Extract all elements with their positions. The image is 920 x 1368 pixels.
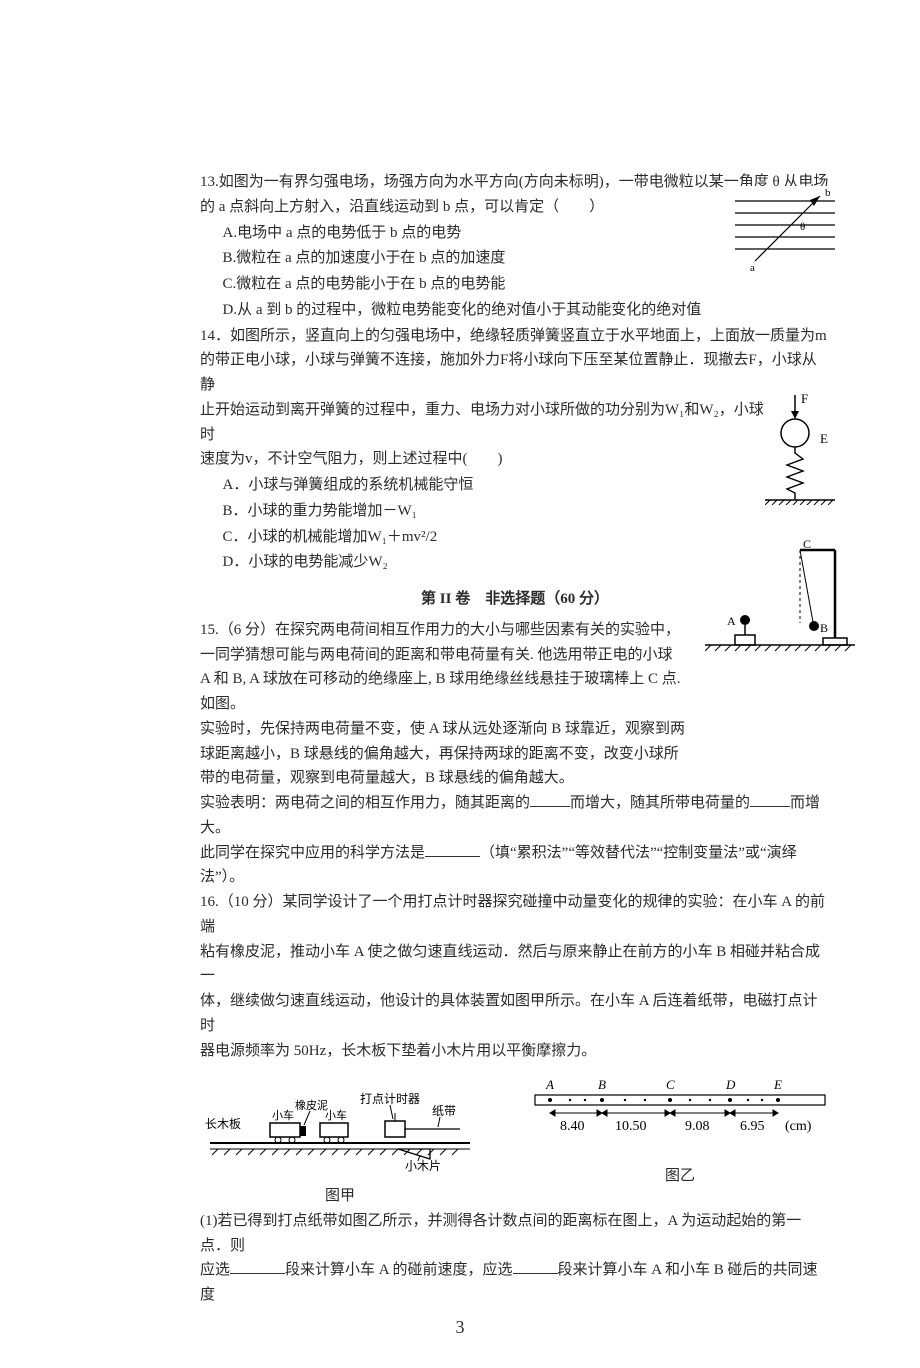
svg-text:6.95: 6.95 — [740, 1119, 765, 1134]
svg-text:小车: 小车 — [272, 1108, 294, 1122]
q16-figB-caption: 图乙 — [530, 1164, 830, 1189]
q15-method-pre: 此同学在探究中应用的科学方法是 — [200, 845, 425, 861]
q16-stem-line2: 粘有橡皮泥，推动小车 A 使之做匀速直线运动．然后与原来静止在前方的小车 B 相… — [200, 940, 830, 990]
q16-sub1-mid: 段来计算小车 A 的碰前速度，应选 — [285, 1262, 513, 1278]
q14-option-a: A．小球与弹簧组成的系统机械能守恒 — [200, 473, 830, 498]
q15-method-l2: 法”）。 — [200, 865, 830, 890]
q14-stem-line4: 速度为v，不计空气阻力，则上述过程中( ) — [200, 447, 830, 472]
svg-text:A: A — [545, 1077, 554, 1092]
svg-text:C: C — [803, 540, 811, 551]
q14-option-b: B．小球的重力势能增加－W₁ — [200, 499, 830, 524]
q16-figure-b: A B C D E 8.40 10.50 9.08 6.95 (cm) — [530, 1073, 830, 1209]
q16-blank-2 — [513, 1258, 558, 1274]
q16-blank-1 — [230, 1258, 285, 1274]
svg-text:10.50: 10.50 — [615, 1119, 647, 1134]
q15-conclusion-l2: 大。 — [200, 816, 830, 841]
svg-text:8.40: 8.40 — [560, 1119, 585, 1134]
q16-stem-line4: 器电源频率为 50Hz，长木板下垫着小木片用以平衡摩擦力。 — [200, 1039, 830, 1064]
q13-figure: a b θ — [730, 186, 840, 276]
q15-blank-1 — [530, 791, 570, 807]
q16-stem-line3: 体，继续做匀速直线运动，他设计的具体装置如图甲所示。在小车 A 后连着纸带，电磁… — [200, 989, 830, 1039]
svg-text:小车: 小车 — [325, 1108, 347, 1122]
q15-method-post: （填“累积法”“等效替代法”“控制变量法”或“演绎 — [480, 845, 797, 861]
svg-text:E: E — [820, 431, 828, 446]
svg-text:B: B — [598, 1077, 606, 1092]
svg-text:小木片: 小木片 — [405, 1159, 441, 1173]
q15-blank-3 — [425, 841, 480, 857]
q16-sub1-pre: 应选 — [200, 1262, 230, 1278]
svg-text:C: C — [666, 1077, 675, 1092]
svg-text:(cm): (cm) — [785, 1119, 812, 1134]
q14-stem-line2: 的带正电小球，小球与弹簧不连接，施加外力F将小球向下压至某位置静止．现撤去F，小… — [200, 348, 830, 398]
svg-text:θ: θ — [800, 221, 805, 233]
q16-stem-line1: 16.（10 分）某同学设计了一个用打点计时器探究碰撞中动量变化的规律的实验：在… — [200, 890, 830, 940]
q15-concl-post: 而增 — [790, 795, 820, 811]
q16-sub1-line1: (1)若已得到打点纸带如图乙所示，并测得各计数点间的距离标在图上，A 为运动起始… — [200, 1209, 830, 1259]
q15-stem-line6: 球距离越小，B 球悬线的偏角越大，再保持两球的距离不变，改变小球所 — [200, 742, 830, 767]
svg-text:长木板: 长木板 — [205, 1117, 241, 1131]
svg-text:A: A — [727, 614, 736, 628]
q16-figure-a: 长木板 小车 橡皮泥 小车 打点计时器 纸带 小木片 图甲 — [200, 1073, 480, 1209]
q15-conclusion: 实验表明：两电荷之间的相互作用力，随其距离的 而增大，随其所带电荷量的 而增 — [200, 791, 830, 816]
q14-stem-line3: 止开始运动到离开弹簧的过程中，重力、电场力对小球所做的功分别为W₁和W₂，小球离… — [200, 398, 830, 448]
q16-sub1-line2: 应选段来计算小车 A 的碰前速度，应选段来计算小车 A 和小车 B 碰后的共同速… — [200, 1258, 830, 1308]
svg-text:纸带: 纸带 — [432, 1104, 456, 1118]
svg-text:F: F — [801, 391, 808, 406]
q15-stem-line3: A 和 B, A 球放在可移动的绝缘座上, B 球用绝缘丝线悬挂于玻璃棒上 C … — [200, 667, 830, 692]
svg-text:9.08: 9.08 — [685, 1119, 710, 1134]
svg-text:打点计时器: 打点计时器 — [360, 1092, 420, 1106]
q15-concl-mid: 而增大，随其所带电荷量的 — [570, 795, 750, 811]
q14-stem-line1: 14．如图所示，竖直向上的匀强电场中，绝缘轻质弹簧竖直立于水平地面上，上面放一质… — [200, 324, 830, 349]
svg-text:b: b — [825, 187, 831, 199]
svg-text:橡皮泥: 橡皮泥 — [295, 1099, 328, 1112]
q15-concl-pre: 实验表明：两电荷之间的相互作用力，随其距离的 — [200, 795, 530, 811]
q15-stem-line4: 如图。 — [200, 692, 830, 717]
q15-stem-line7: 带的电荷量，观察到电荷量越大，B 球悬线的偏角越大。 — [200, 766, 830, 791]
exam-page: 13.如图为一有界匀强电场，场强方向为水平方向(方向未标明)，一带电微粒以某一角… — [0, 0, 920, 1368]
page-number: 3 — [0, 1313, 920, 1343]
q14-figure: F E — [765, 375, 835, 505]
q15-figure: A B C — [705, 540, 855, 660]
svg-text:D: D — [725, 1077, 736, 1092]
q16-figure-row: 长木板 小车 橡皮泥 小车 打点计时器 纸带 小木片 图甲 — [200, 1073, 830, 1209]
q15-method: 此同学在探究中应用的科学方法是 （填“累积法”“等效替代法”“控制变量法”或“演绎 — [200, 841, 830, 866]
q13-option-d: D.从 a 到 b 的过程中，微粒电势能变化的绝对值小于其动能变化的绝对值 — [200, 298, 830, 323]
q15-blank-2 — [750, 791, 790, 807]
svg-text:a: a — [750, 262, 755, 274]
svg-text:B: B — [820, 621, 828, 635]
q16-figA-caption: 图甲 — [200, 1184, 480, 1209]
q15-stem-line5: 实验时，先保持两电荷量不变，使 A 球从远处逐渐向 B 球靠近，观察到两 — [200, 717, 830, 742]
svg-text:E: E — [773, 1077, 782, 1092]
